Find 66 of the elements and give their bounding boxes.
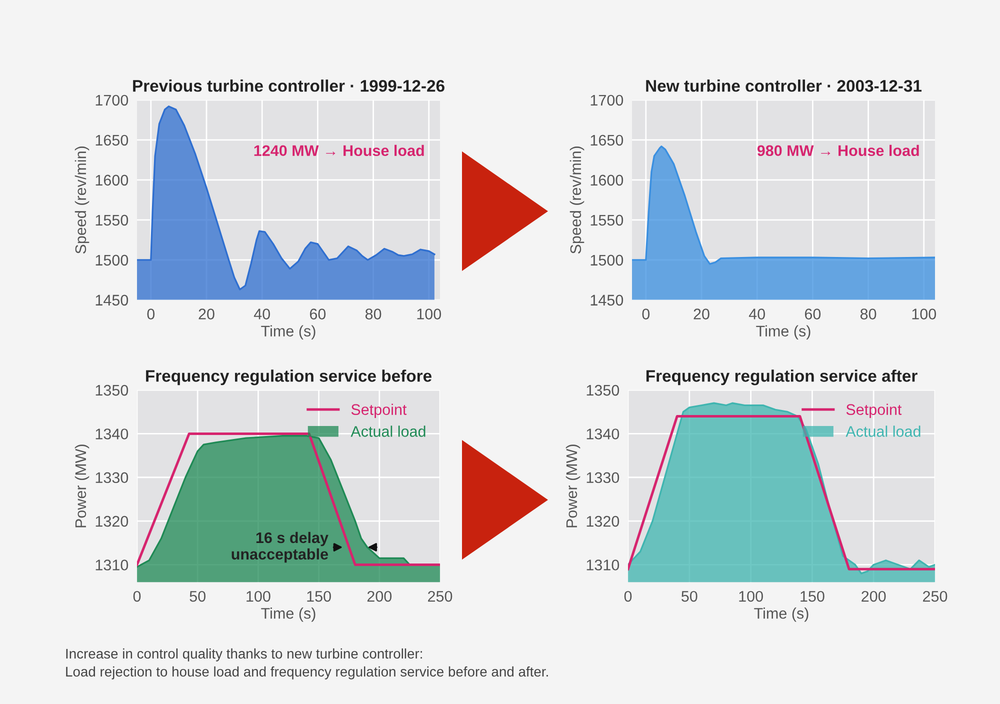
y-tick-label: 1320 <box>586 516 620 527</box>
y-tick-label: 1700 <box>590 94 624 106</box>
y-tick-label: 1500 <box>590 254 624 266</box>
legend-label: Actual load <box>350 426 426 437</box>
y-tick-label: 1310 <box>586 560 620 570</box>
chart-title: Frequency regulation service before <box>146 370 432 386</box>
x-tick-label: 50 <box>190 590 206 602</box>
x-axis-title: Time (s) <box>756 325 810 340</box>
y-tick-label: 1550 <box>96 214 128 226</box>
y-tick-label: 1650 <box>590 134 624 146</box>
y-tick-label: 1310 <box>96 560 128 570</box>
x-tick-label: 100 <box>739 590 763 602</box>
x-tick-label: 40 <box>254 308 270 320</box>
chart-title: Frequency regulation service after <box>646 370 918 386</box>
x-tick-label: 0 <box>624 590 632 602</box>
annotation: 16 s delay unacceptable <box>232 532 328 563</box>
y-tick-label: 1550 <box>590 214 624 226</box>
legend-label: Setpoint <box>351 404 407 418</box>
annotation: 1240 MW → House load <box>254 144 424 156</box>
chart-title: New turbine controller · 2003-12-31 <box>646 80 922 92</box>
legend-label: Setpoint <box>846 404 902 418</box>
x-tick-label: 20 <box>694 308 710 320</box>
x-tick-label: 50 <box>682 590 698 602</box>
x-axis-title: Time (s) <box>261 325 316 340</box>
y-axis-title: Power (MW) <box>74 444 90 528</box>
x-tick-label: 150 <box>800 590 824 602</box>
x-tick-label: 250 <box>428 590 452 602</box>
y-tick-label: 1450 <box>590 294 624 306</box>
x-tick-label: 40 <box>748 308 765 320</box>
y-tick-label: 1330 <box>586 472 620 484</box>
text: Increase in control quality thanks to new turbine controller: Load rejection to house load and frequency regulation service before and after. <box>66 648 548 680</box>
x-tick-label: 150 <box>307 590 331 602</box>
annotation: 980 MW → House load <box>757 144 919 156</box>
y-axis-title: Speed (rev/min) <box>74 146 90 254</box>
y-tick-label: 1350 <box>96 384 128 396</box>
x-tick-label: 100 <box>417 308 442 320</box>
y-tick-label: 1700 <box>96 94 128 106</box>
y-tick-label: 1340 <box>96 428 128 440</box>
x-tick-label: 0 <box>147 308 155 320</box>
chart-title: Previous turbine controller · 1999-12-26 <box>133 80 444 92</box>
y-tick-label: 1340 <box>586 428 620 440</box>
x-tick-label: 80 <box>365 308 382 320</box>
x-tick-label: 250 <box>923 590 948 602</box>
x-axis-title: Time (s) <box>261 608 316 622</box>
y-tick-label: 1500 <box>96 254 128 266</box>
x-tick-label: 200 <box>367 590 392 602</box>
y-tick-label: 1600 <box>96 174 128 186</box>
legend-label: Actual load <box>846 426 920 437</box>
x-tick-label: 0 <box>133 590 141 602</box>
x-tick-label: 100 <box>246 590 270 602</box>
y-tick-label: 1600 <box>590 174 624 186</box>
y-axis-title: Speed (rev/min) <box>570 146 584 254</box>
x-axis-title: Time (s) <box>754 608 808 622</box>
x-tick-label: 60 <box>310 308 326 320</box>
y-axis-title: Power (MW) <box>566 444 580 528</box>
y-tick-label: 1320 <box>96 516 128 527</box>
x-tick-label: 0 <box>642 308 650 320</box>
y-tick-label: 1450 <box>96 294 128 306</box>
y-tick-label: 1330 <box>96 472 128 484</box>
y-tick-label: 1650 <box>96 134 128 146</box>
x-tick-label: 100 <box>912 308 936 320</box>
x-tick-label: 80 <box>860 308 876 320</box>
x-tick-label: 60 <box>804 308 821 320</box>
x-tick-label: 200 <box>862 590 886 602</box>
x-tick-label: 20 <box>198 308 214 320</box>
y-tick-label: 1350 <box>586 384 620 396</box>
